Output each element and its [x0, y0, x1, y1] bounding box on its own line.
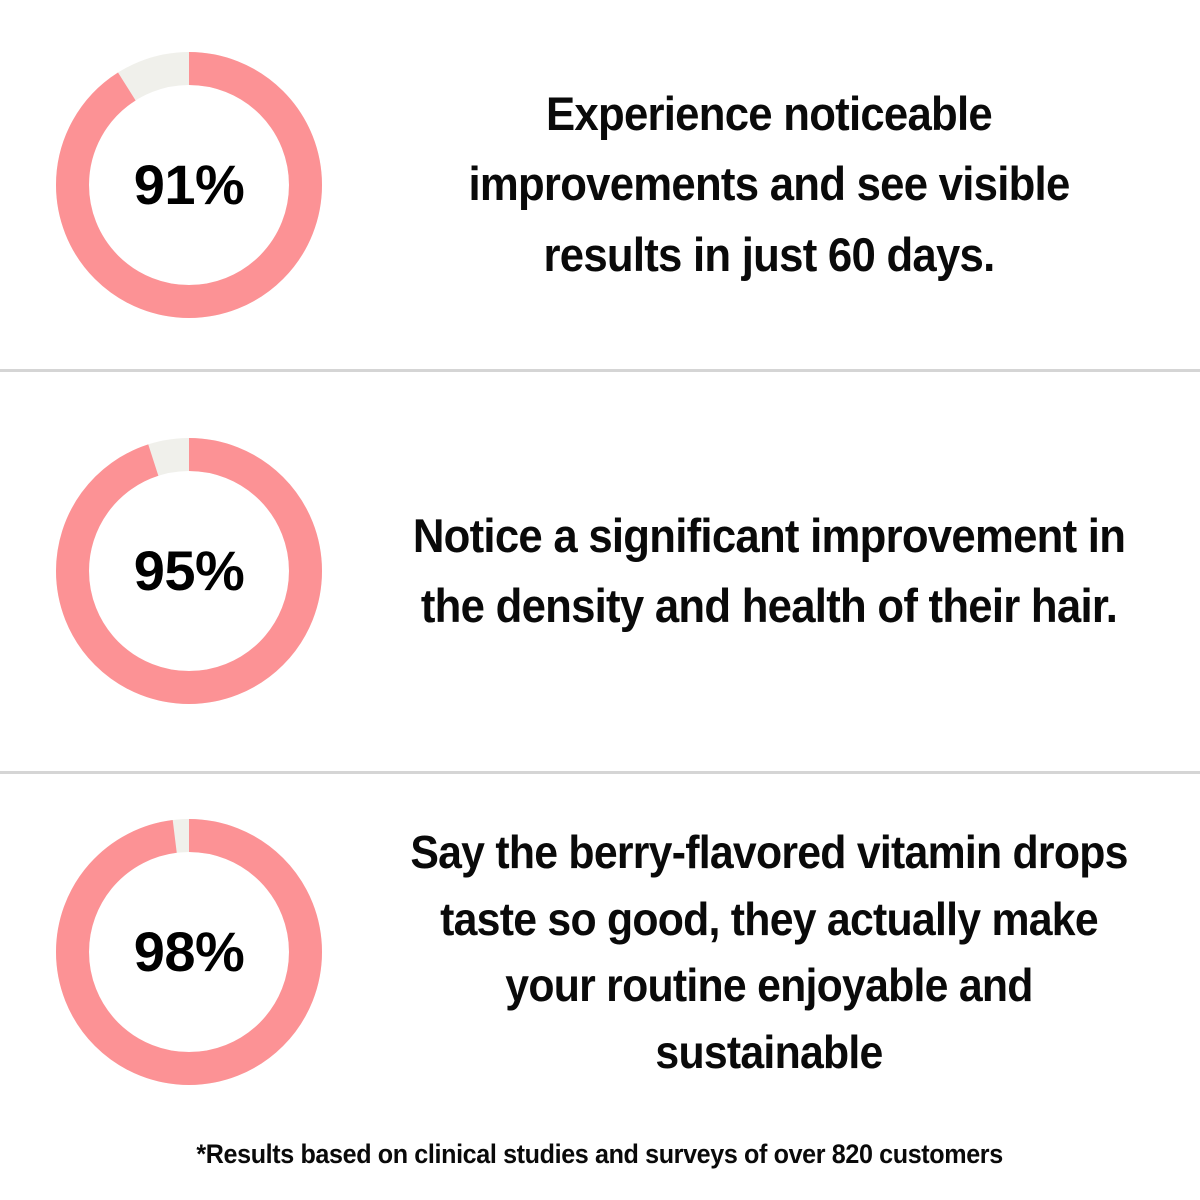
- copy-cell-1: Experience noticeable improvements and s…: [378, 79, 1200, 291]
- donut-chart-91: 91%: [56, 51, 322, 318]
- stat-statement-3: Say the berry-flavored vitamin drops tas…: [410, 826, 1128, 1079]
- stat-row-3: 98% Say the berry-flavored vitamin drops…: [0, 774, 1200, 1131]
- donut-arc-2: [56, 438, 322, 705]
- stat-statement-1: Experience noticeable improvements and s…: [468, 86, 1070, 281]
- copy-cell-3: Say the berry-flavored vitamin drops tas…: [378, 819, 1200, 1086]
- donut-chart-98: 98%: [56, 819, 322, 1086]
- divider-2: [0, 770, 1200, 774]
- divider-1: [0, 369, 1200, 373]
- donut-percent-label-3: 98%: [133, 920, 245, 984]
- donut-cell-1: 91%: [0, 51, 378, 318]
- copy-cell-2: Notice a significant improvement in the …: [378, 501, 1200, 642]
- donut-arc-1: [56, 51, 322, 318]
- stat-statement-2: Notice a significant improvement in the …: [412, 508, 1126, 633]
- stat-row-1: 91% Experience noticeable improvements a…: [0, 0, 1200, 369]
- donut-cell-3: 98%: [0, 819, 378, 1086]
- donut-svg-1: [56, 51, 322, 318]
- donut-svg-2: [56, 438, 322, 705]
- donut-arc-3: [56, 819, 322, 1086]
- donut-chart-95: 95%: [56, 438, 322, 705]
- donut-percent-label-1: 91%: [133, 152, 245, 216]
- stat-row-2: 95% Notice a significant improvement in …: [0, 372, 1200, 771]
- donut-percent-label-2: 95%: [133, 539, 245, 603]
- donut-cell-2: 95%: [0, 438, 378, 705]
- footnote-text: *Results based on clinical studies and s…: [196, 1139, 1004, 1169]
- footnote: *Results based on clinical studies and s…: [0, 1131, 1200, 1200]
- donut-svg-3: [56, 819, 322, 1086]
